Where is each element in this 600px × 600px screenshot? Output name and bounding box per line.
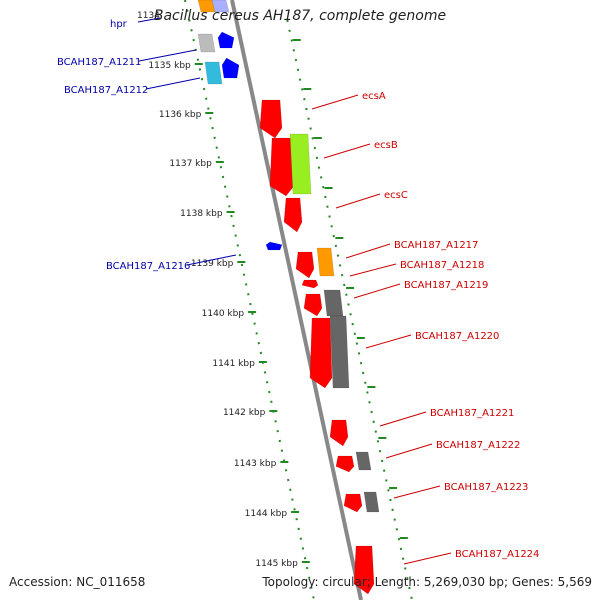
right-gene-label: BCAH187_A1224 — [455, 549, 539, 560]
gene-A1221 — [329, 419, 349, 447]
left-label-leader — [138, 49, 197, 62]
gene-ecsA — [259, 99, 283, 139]
right-label-leader — [311, 94, 359, 110]
right-gene-label: BCAH187_A1222 — [436, 440, 520, 451]
ruler-label: 1141 kbp — [212, 359, 255, 369]
ruler-label: 1142 kbp — [223, 408, 266, 418]
right-gene-label: ecsA — [362, 91, 386, 102]
gene-A1222 — [335, 455, 355, 473]
left-dotted-axis — [184, 0, 315, 600]
ruler-label: 1135 kbp — [148, 61, 191, 71]
left-gene-label: BCAH187_A1212 — [64, 85, 148, 96]
right-gene-label: BCAH187_A1221 — [430, 408, 514, 419]
gene-light-blue — [211, 0, 230, 13]
gene-A1220 — [309, 317, 333, 389]
right-label-leader — [365, 334, 412, 349]
right-gene-label: ecsC — [384, 190, 408, 201]
gene-A1224 — [353, 545, 375, 595]
gene-A1223 — [343, 493, 363, 513]
left-label-leader — [186, 254, 237, 266]
gene-ecsA-2 — [269, 137, 295, 197]
right-gene-label: BCAH187_A1218 — [400, 260, 484, 271]
gene-ecsB — [289, 133, 312, 195]
ruler-label: 1145 kbp — [255, 559, 298, 569]
right-gene-label: BCAH187_A1217 — [394, 240, 478, 251]
left-gene-label: hpr — [110, 19, 128, 30]
left-gene-label: BCAH187_A1216 — [106, 261, 190, 272]
genome-backbone — [230, 0, 363, 600]
ruler-label-partial: 1134 — [137, 11, 160, 21]
ruler-label: 1144 kbp — [245, 509, 288, 519]
ruler-label: 1136 kbp — [159, 110, 202, 120]
right-label-leader — [345, 243, 391, 259]
right-label-leader — [393, 485, 441, 499]
ruler-label: 1143 kbp — [234, 459, 277, 469]
right-gene-label: ecsB — [374, 140, 398, 151]
gene-A1219-gray — [323, 289, 344, 317]
gene-blue-2 — [221, 57, 240, 79]
track-band — [190, 0, 419, 600]
right-label-leader — [385, 443, 433, 459]
right-gene-label: BCAH187_A1223 — [444, 482, 528, 493]
left-gene-label: BCAH187_A1211 — [57, 57, 141, 68]
right-label-leader — [353, 283, 401, 299]
gene-A1220-gray — [329, 315, 350, 389]
gene-A1222-gray — [355, 451, 372, 471]
right-gene-label: BCAH187_A1219 — [404, 280, 488, 291]
gene-blue-1 — [217, 31, 235, 49]
ruler-label: 1139 kbp — [191, 259, 234, 269]
left-label-leader — [145, 77, 201, 90]
gene-A1223-gray — [363, 491, 380, 513]
accession-label: Accession: NC_011658 — [9, 575, 146, 589]
gene-cyan — [204, 61, 223, 85]
gene-A1218 — [301, 279, 319, 289]
ruler-label: 1140 kbp — [202, 309, 245, 319]
gene-A1219 — [303, 293, 323, 317]
right-label-leader — [335, 193, 381, 209]
genome-title: Bacillus cereus AH187, complete genome — [153, 8, 447, 24]
gene-ecsC — [283, 197, 303, 233]
gene-A1216 — [265, 241, 283, 251]
genome-summary: Topology: circular; Length: 5,269,030 bp… — [262, 575, 592, 589]
gene-A1217 — [295, 251, 315, 279]
right-label-leader — [403, 552, 452, 565]
gene-gray-small — [197, 33, 216, 53]
right-label-leader — [323, 143, 371, 159]
gene-A1218-orange — [316, 247, 335, 277]
ruler-label: 1138 kbp — [180, 209, 223, 219]
ruler-label: 1137 kbp — [169, 159, 212, 169]
right-gene-label: BCAH187_A1220 — [415, 331, 499, 342]
left-label-leader — [137, 17, 161, 23]
right-label-leader — [379, 411, 427, 427]
right-label-leader — [349, 263, 397, 277]
